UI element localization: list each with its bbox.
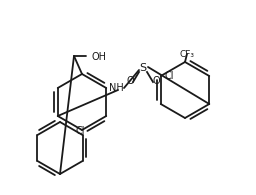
- Text: Cl: Cl: [165, 71, 174, 81]
- Text: OH: OH: [92, 52, 107, 62]
- Text: S: S: [140, 63, 147, 73]
- Text: CF₃: CF₃: [179, 50, 195, 59]
- Text: O: O: [152, 76, 160, 86]
- Text: NH: NH: [109, 83, 123, 93]
- Text: Cl: Cl: [75, 126, 85, 136]
- Text: O: O: [126, 76, 134, 86]
